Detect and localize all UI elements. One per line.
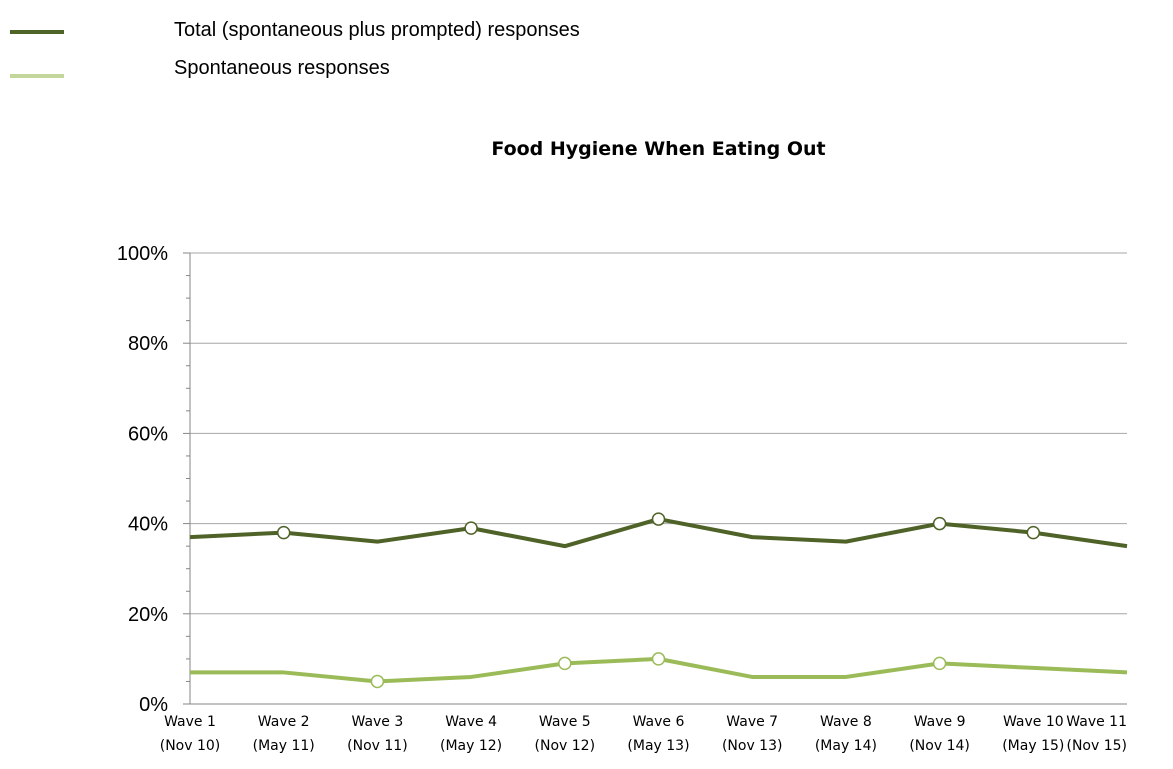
x-tick-label: Wave 1 [164, 714, 216, 730]
x-tick-label: Wave 2 [258, 714, 310, 730]
chart-title: Food Hygiene When Eating Out [491, 138, 826, 160]
data-point-marker [932, 516, 947, 531]
x-tick-label: (Nov 13) [722, 738, 783, 754]
x-tick-label: Wave 4 [445, 714, 497, 730]
y-tick-label: 40% [128, 514, 168, 536]
y-tick-label: 60% [128, 423, 168, 445]
legend-item-spontaneous: Spontaneous responses [0, 56, 800, 86]
data-point-marker [932, 656, 947, 671]
x-tick-label: (Nov 12) [535, 738, 596, 754]
x-tick-label: (May 12) [440, 738, 502, 754]
data-point-marker [464, 521, 478, 535]
x-tick-label: (Nov 14) [909, 738, 970, 754]
x-tick-label: Wave 6 [633, 714, 685, 730]
data-point-marker [276, 525, 291, 540]
y-tick-label: 100% [117, 243, 168, 265]
x-tick-label: (Nov 15) [1066, 738, 1127, 754]
x-tick-label: (May 11) [253, 738, 315, 754]
y-tick-label: 20% [128, 604, 168, 626]
legend: Total (spontaneous plus prompted) respon… [0, 0, 800, 100]
data-point-marker [651, 512, 666, 526]
x-tick-label: Wave 11 [1066, 714, 1127, 730]
x-tick-label: Wave 5 [539, 714, 591, 730]
y-tick-label: 0% [139, 694, 168, 716]
legend-item-total: Total (spontaneous plus prompted) respon… [0, 18, 800, 48]
legend-label-spontaneous: Spontaneous responses [174, 57, 390, 79]
x-tick-label: Wave 3 [352, 714, 404, 730]
data-point-marker [651, 652, 666, 666]
data-point-marker [1026, 525, 1041, 540]
legend-swatch-spontaneous [10, 74, 64, 78]
x-tick-label: (May 14) [815, 738, 877, 754]
data-point-marker [370, 674, 385, 689]
y-tick-label: 80% [128, 333, 168, 355]
x-tick-label: (Nov 11) [347, 738, 408, 754]
legend-swatch-total [10, 30, 64, 34]
x-tick-label: (May 13) [627, 738, 689, 754]
x-tick-label: Wave 9 [914, 714, 966, 730]
legend-label-total: Total (spontaneous plus prompted) respon… [174, 19, 580, 41]
x-tick-label: Wave 10 [1003, 714, 1064, 730]
x-tick-label: (Nov 10) [160, 738, 221, 754]
x-tick-label: Wave 8 [820, 714, 872, 730]
x-tick-label: (May 15) [1002, 738, 1064, 754]
data-point-marker [558, 656, 572, 671]
x-tick-label: Wave 7 [726, 714, 778, 730]
